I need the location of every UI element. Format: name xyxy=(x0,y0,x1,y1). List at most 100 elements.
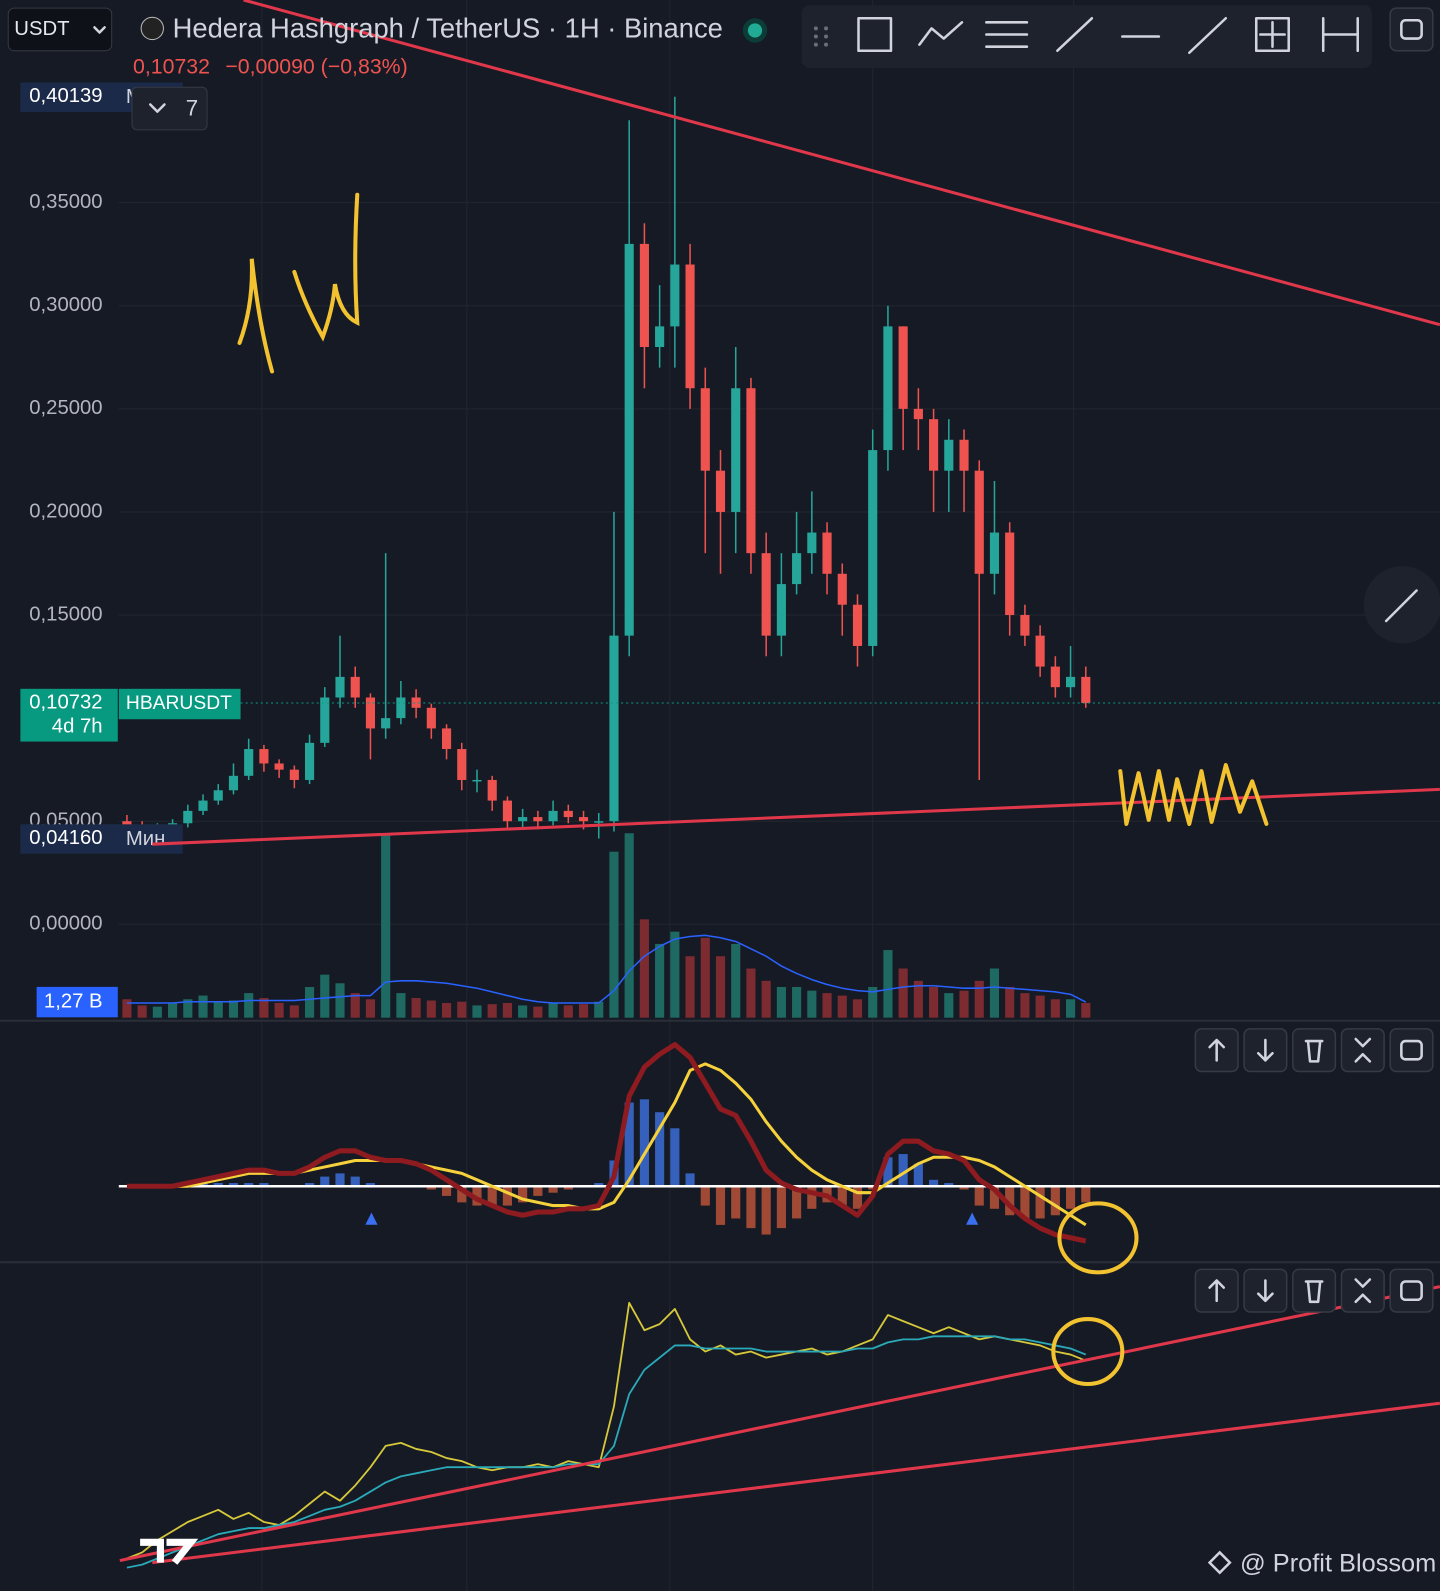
trend-line xyxy=(243,0,1440,327)
candle-body xyxy=(594,821,604,823)
trend-tool[interactable] xyxy=(1056,16,1094,53)
pane-buttons xyxy=(1194,1028,1434,1313)
volume-bar xyxy=(274,1002,284,1018)
sync-button[interactable] xyxy=(1389,7,1434,52)
volume-bar xyxy=(137,1005,147,1018)
trend-line xyxy=(152,787,1440,846)
volume-bar xyxy=(396,993,406,1018)
histogram-bar xyxy=(624,1102,634,1187)
candle-body xyxy=(548,810,558,822)
volume-bar xyxy=(868,986,878,1018)
rect-tool[interactable] xyxy=(857,16,893,53)
binance-icon xyxy=(1207,1550,1232,1575)
candle-body xyxy=(792,553,802,585)
volume-bar xyxy=(350,993,360,1018)
histogram-bar xyxy=(852,1186,863,1209)
candle-body xyxy=(852,604,863,646)
fib-tool[interactable] xyxy=(985,21,1029,48)
volume-bar xyxy=(807,990,817,1018)
volume-bar xyxy=(700,937,710,1018)
candle-body xyxy=(868,450,878,646)
histogram-bar xyxy=(944,1183,954,1187)
measure-tool[interactable] xyxy=(1321,16,1359,53)
signal-arrow xyxy=(966,1212,979,1225)
sync[interactable] xyxy=(1389,1028,1434,1073)
arrow-icon xyxy=(1208,1038,1226,1062)
marker-value: 0,40139 xyxy=(29,85,102,107)
collapse-button[interactable] xyxy=(131,86,208,131)
histogram-bar xyxy=(259,1183,269,1187)
candle-body xyxy=(381,718,391,729)
sync[interactable] xyxy=(1389,1268,1434,1313)
candle-body xyxy=(335,676,345,698)
histogram-bar xyxy=(213,1183,223,1187)
sync-icon xyxy=(1400,19,1423,40)
volume-bar xyxy=(1050,999,1060,1018)
candle-body xyxy=(472,779,482,782)
signal-arrow xyxy=(365,1212,378,1225)
volume-bar xyxy=(1066,999,1076,1018)
volume-bar xyxy=(974,980,984,1018)
histogram-bar xyxy=(228,1183,239,1187)
volume-bar xyxy=(639,919,649,1018)
volume-bar xyxy=(183,999,193,1018)
histogram-bar xyxy=(305,1183,315,1187)
volume-bar xyxy=(670,931,680,1018)
sync-icon xyxy=(1400,1039,1423,1061)
candle-body xyxy=(426,707,436,729)
volume-bar xyxy=(594,1001,604,1018)
candle-body xyxy=(776,584,786,636)
histogram-bar xyxy=(198,1183,208,1187)
candle-body xyxy=(685,264,695,389)
histogram-bar xyxy=(548,1186,558,1193)
histogram-bar xyxy=(837,1186,847,1206)
symbol-select[interactable] xyxy=(7,7,113,52)
histogram-bar xyxy=(761,1186,771,1235)
y-tick-label: 0,25000 xyxy=(29,397,102,419)
maximize[interactable] xyxy=(1340,1268,1385,1313)
histogram-bar xyxy=(715,1186,726,1225)
sync-icon xyxy=(1400,1280,1423,1302)
indicator-line xyxy=(126,1335,1087,1569)
volume-bar xyxy=(320,974,330,1018)
candle-body xyxy=(320,697,330,743)
candle-body xyxy=(518,817,528,822)
delete[interactable] xyxy=(1292,1028,1337,1073)
histogram-bar xyxy=(1066,1186,1076,1209)
maximize[interactable] xyxy=(1340,1028,1385,1073)
histogram-bar xyxy=(594,1183,604,1187)
volume-bar xyxy=(624,833,634,1018)
candle-body xyxy=(228,775,239,791)
volume-bar xyxy=(228,1000,239,1018)
path-tool[interactable] xyxy=(918,21,964,46)
candle-body xyxy=(731,388,741,512)
histogram-bar xyxy=(563,1186,573,1190)
candle-body xyxy=(746,388,756,554)
marker-text: Мин. xyxy=(126,828,171,850)
volume-bar xyxy=(487,1004,497,1018)
volume-bar xyxy=(122,999,132,1018)
logo xyxy=(140,1538,199,1565)
volume-bar xyxy=(472,1005,482,1018)
ray-tool[interactable] xyxy=(1188,16,1228,55)
volume-bar xyxy=(1035,995,1045,1018)
volume-bar xyxy=(1005,986,1015,1018)
volume-bar xyxy=(152,1006,162,1018)
volume-label: 1,27 B xyxy=(44,990,103,1012)
trash-icon xyxy=(1304,1039,1324,1063)
volume-bar xyxy=(944,993,954,1018)
candle-body xyxy=(944,439,954,471)
y-tick-label: 0,15000 xyxy=(29,603,102,625)
candle-body xyxy=(822,532,832,574)
volume-bar xyxy=(959,990,969,1018)
candle-body xyxy=(198,800,208,811)
candle-body xyxy=(807,532,817,554)
histogram-bar xyxy=(898,1154,908,1187)
volume-bar xyxy=(213,1001,223,1018)
delete[interactable] xyxy=(1292,1268,1337,1313)
volume-bar xyxy=(898,968,908,1018)
crosshair-tool[interactable] xyxy=(1254,16,1290,53)
volume-bar xyxy=(457,1001,467,1018)
